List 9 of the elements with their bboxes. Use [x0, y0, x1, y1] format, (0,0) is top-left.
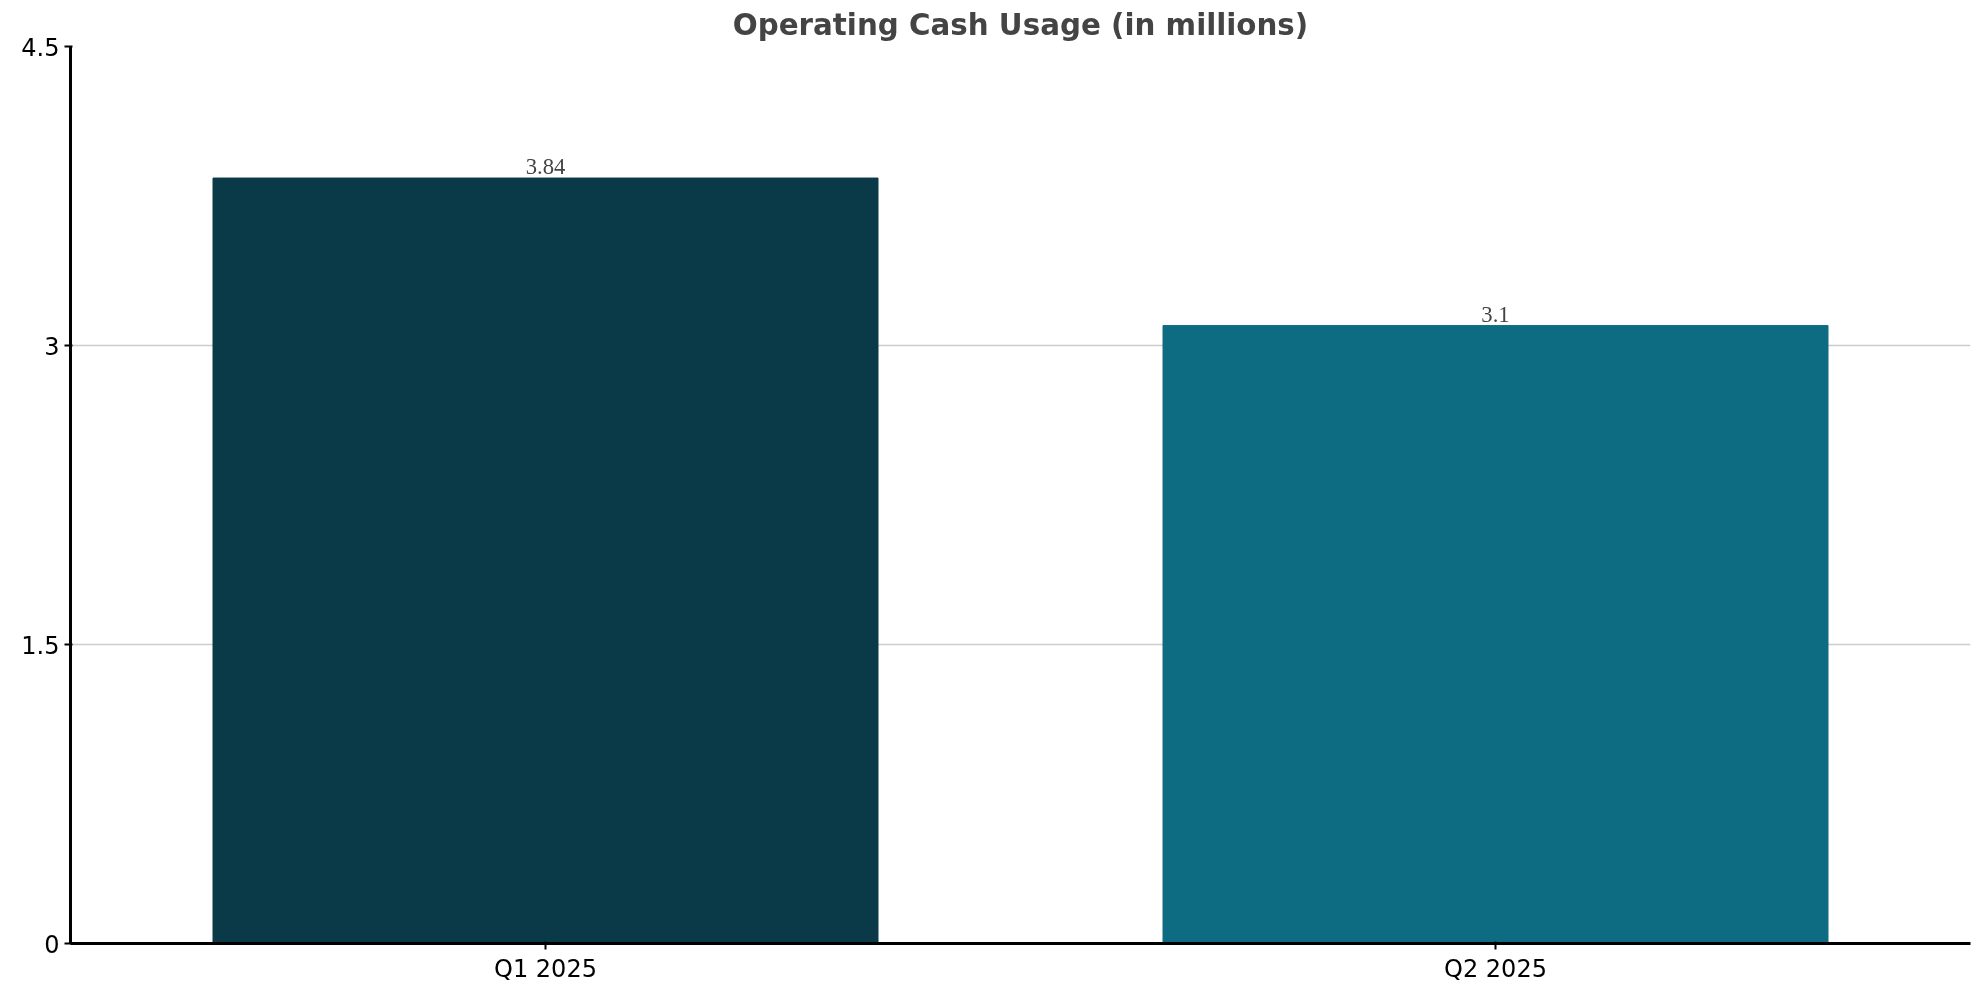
chart-title: Operating Cash Usage (in millions)	[732, 7, 1309, 42]
data-label: 3.84	[525, 154, 566, 180]
data-label: 3.1	[1481, 301, 1510, 327]
y-tick-label: 4.5	[21, 33, 60, 62]
y-tick-label: 3	[44, 332, 60, 361]
x-tick-label: Q1 2025	[494, 954, 597, 983]
y-tick-label: 1.5	[21, 631, 60, 660]
y-tick-label: 0	[44, 930, 60, 959]
x-tick-label: Q2 2025	[1444, 954, 1547, 983]
